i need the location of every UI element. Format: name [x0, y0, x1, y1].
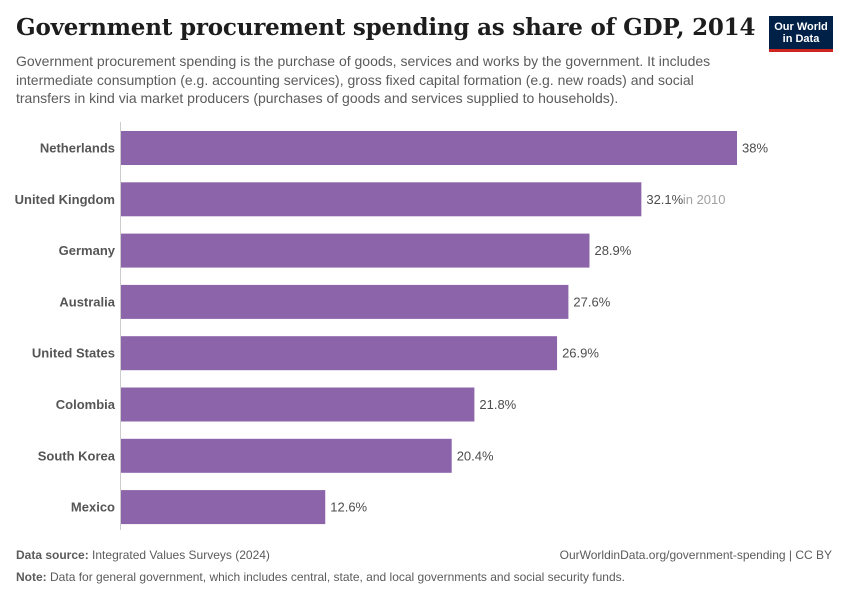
data-source: Data source: Integrated Values Surveys (… [16, 548, 270, 562]
category-label: Mexico [71, 500, 115, 515]
chart-title: Government procurement spending as share… [16, 14, 756, 41]
category-label: Germany [59, 243, 116, 258]
owid-logo[interactable]: Our World in Data [769, 16, 833, 52]
value-annotation: in 2010 [683, 192, 726, 207]
category-label: United Kingdom [15, 192, 115, 207]
bar-chart: Netherlands 38% United Kingdom 32.1% in 2010… [15, 122, 768, 530]
data-source-text[interactable]: Integrated Values Surveys (2024) [92, 548, 270, 562]
logo-line-1: Our World [774, 21, 828, 33]
bar[interactable] [121, 438, 452, 473]
note-label: Note: [16, 570, 47, 584]
bar[interactable] [121, 387, 475, 422]
category-label: Colombia [56, 397, 116, 412]
value-label: 26.9% [562, 346, 599, 361]
value-label: 32.1% [646, 192, 683, 207]
category-label: Australia [59, 294, 115, 309]
value-label: 28.9% [594, 243, 631, 258]
value-label: 20.4% [457, 448, 494, 463]
bar[interactable] [121, 182, 642, 217]
bar[interactable] [121, 284, 569, 319]
bar[interactable] [121, 336, 558, 371]
bar[interactable] [121, 490, 326, 525]
chart-note: Note: Data for general government, which… [16, 570, 625, 584]
value-label: 12.6% [330, 500, 367, 515]
bar[interactable] [121, 131, 737, 165]
note-text: Data for general government, which inclu… [50, 570, 625, 584]
data-source-label: Data source: [16, 548, 89, 562]
logo-line-2: in Data [782, 33, 820, 45]
value-label: 21.8% [479, 397, 516, 412]
category-label: South Korea [38, 448, 116, 463]
bar[interactable] [121, 233, 590, 268]
source-url[interactable]: OurWorldinData.org/government-spending |… [559, 548, 832, 562]
chart-subtitle: Government procurement spending is the p… [16, 53, 711, 106]
value-label: 38% [742, 141, 768, 156]
category-label: United States [32, 346, 115, 361]
category-label: Netherlands [40, 141, 115, 156]
value-label: 27.6% [573, 294, 610, 309]
